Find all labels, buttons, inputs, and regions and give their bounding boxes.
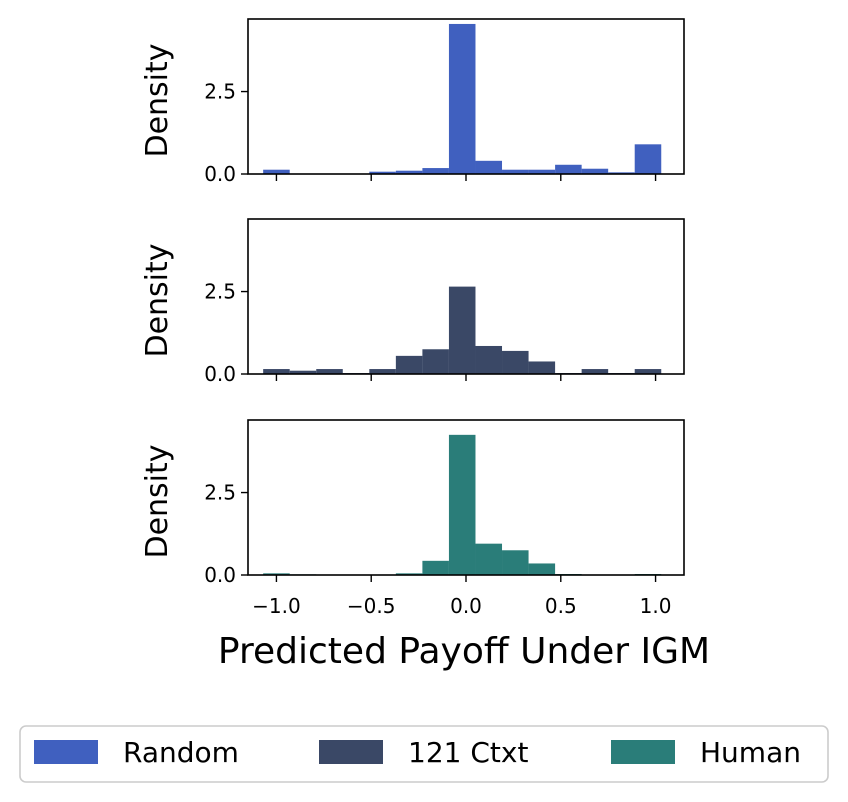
y-tick-label: 2.5	[204, 280, 236, 304]
x-tick-label: 0.5	[545, 594, 577, 618]
x-tick-label: −0.5	[347, 594, 396, 618]
histogram-bar	[448, 286, 476, 374]
legend-swatch	[319, 740, 383, 764]
histogram-bar	[422, 560, 449, 575]
y-axis-label: Density	[140, 243, 175, 357]
histogram-bar	[422, 168, 449, 174]
legend-entry: Random	[34, 736, 239, 769]
y-tick-label: 0.0	[204, 362, 236, 386]
histogram-bar	[634, 144, 662, 174]
histogram-bar	[369, 171, 396, 174]
histogram-bar	[316, 369, 343, 374]
histogram-bar	[581, 168, 609, 174]
histogram-bar	[634, 369, 662, 374]
x-tick-label: 1.0	[640, 594, 672, 618]
x-axis-label: Predicted Payoff Under IGM	[218, 631, 710, 672]
legend-swatch	[611, 740, 675, 764]
histogram-bar	[395, 170, 423, 174]
histogram-bar	[581, 369, 609, 374]
legend-label: Random	[123, 736, 239, 769]
histogram-bar	[502, 550, 529, 575]
histogram-bar	[608, 172, 635, 174]
y-tick-label: 0.0	[204, 563, 236, 587]
legend: Random 121 Ctxt Human	[19, 725, 829, 783]
legend-swatch	[34, 740, 98, 764]
y-axis-label: Density	[140, 43, 175, 157]
histogram-bar	[369, 369, 396, 374]
histogram-bar	[395, 355, 423, 374]
y-tick-label: 2.5	[204, 80, 236, 104]
y-tick-label: 2.5	[204, 481, 236, 505]
panel-3: 0.0 2.5 −1.0 −0.5 0.0 0.5 1.0 Density	[140, 419, 685, 618]
histogram-bar	[263, 573, 290, 575]
legend-label: 121 Ctxt	[408, 736, 528, 769]
panel-2: 0.0 2.5 Density	[140, 218, 685, 386]
legend-label: Human	[700, 736, 801, 769]
histogram-bar	[528, 563, 556, 575]
histogram-bar	[263, 369, 290, 374]
histogram-bar	[475, 543, 503, 575]
histogram-bar	[475, 160, 503, 174]
histogram-bar	[502, 169, 529, 174]
histogram-bar	[502, 350, 529, 374]
y-tick-label: 0.0	[204, 162, 236, 186]
legend-entry: 121 Ctxt	[319, 736, 528, 769]
y-axis-label: Density	[140, 444, 175, 558]
panel-1: 0.0 2.5 Density	[140, 18, 685, 186]
histogram-bar	[289, 370, 317, 374]
x-tick-label: 0.0	[450, 594, 482, 618]
histogram-bar	[528, 361, 556, 374]
histogram-bar	[422, 349, 449, 374]
histogram-bar	[475, 345, 503, 374]
histogram-bar	[448, 23, 476, 175]
histogram-bar	[448, 434, 476, 575]
histogram-bar	[528, 169, 556, 174]
histogram-bar	[263, 169, 290, 174]
histogram-bar	[395, 573, 423, 575]
legend-entry: Human	[611, 736, 801, 769]
x-tick-label: −1.0	[252, 594, 301, 618]
histogram-bar	[555, 164, 582, 174]
